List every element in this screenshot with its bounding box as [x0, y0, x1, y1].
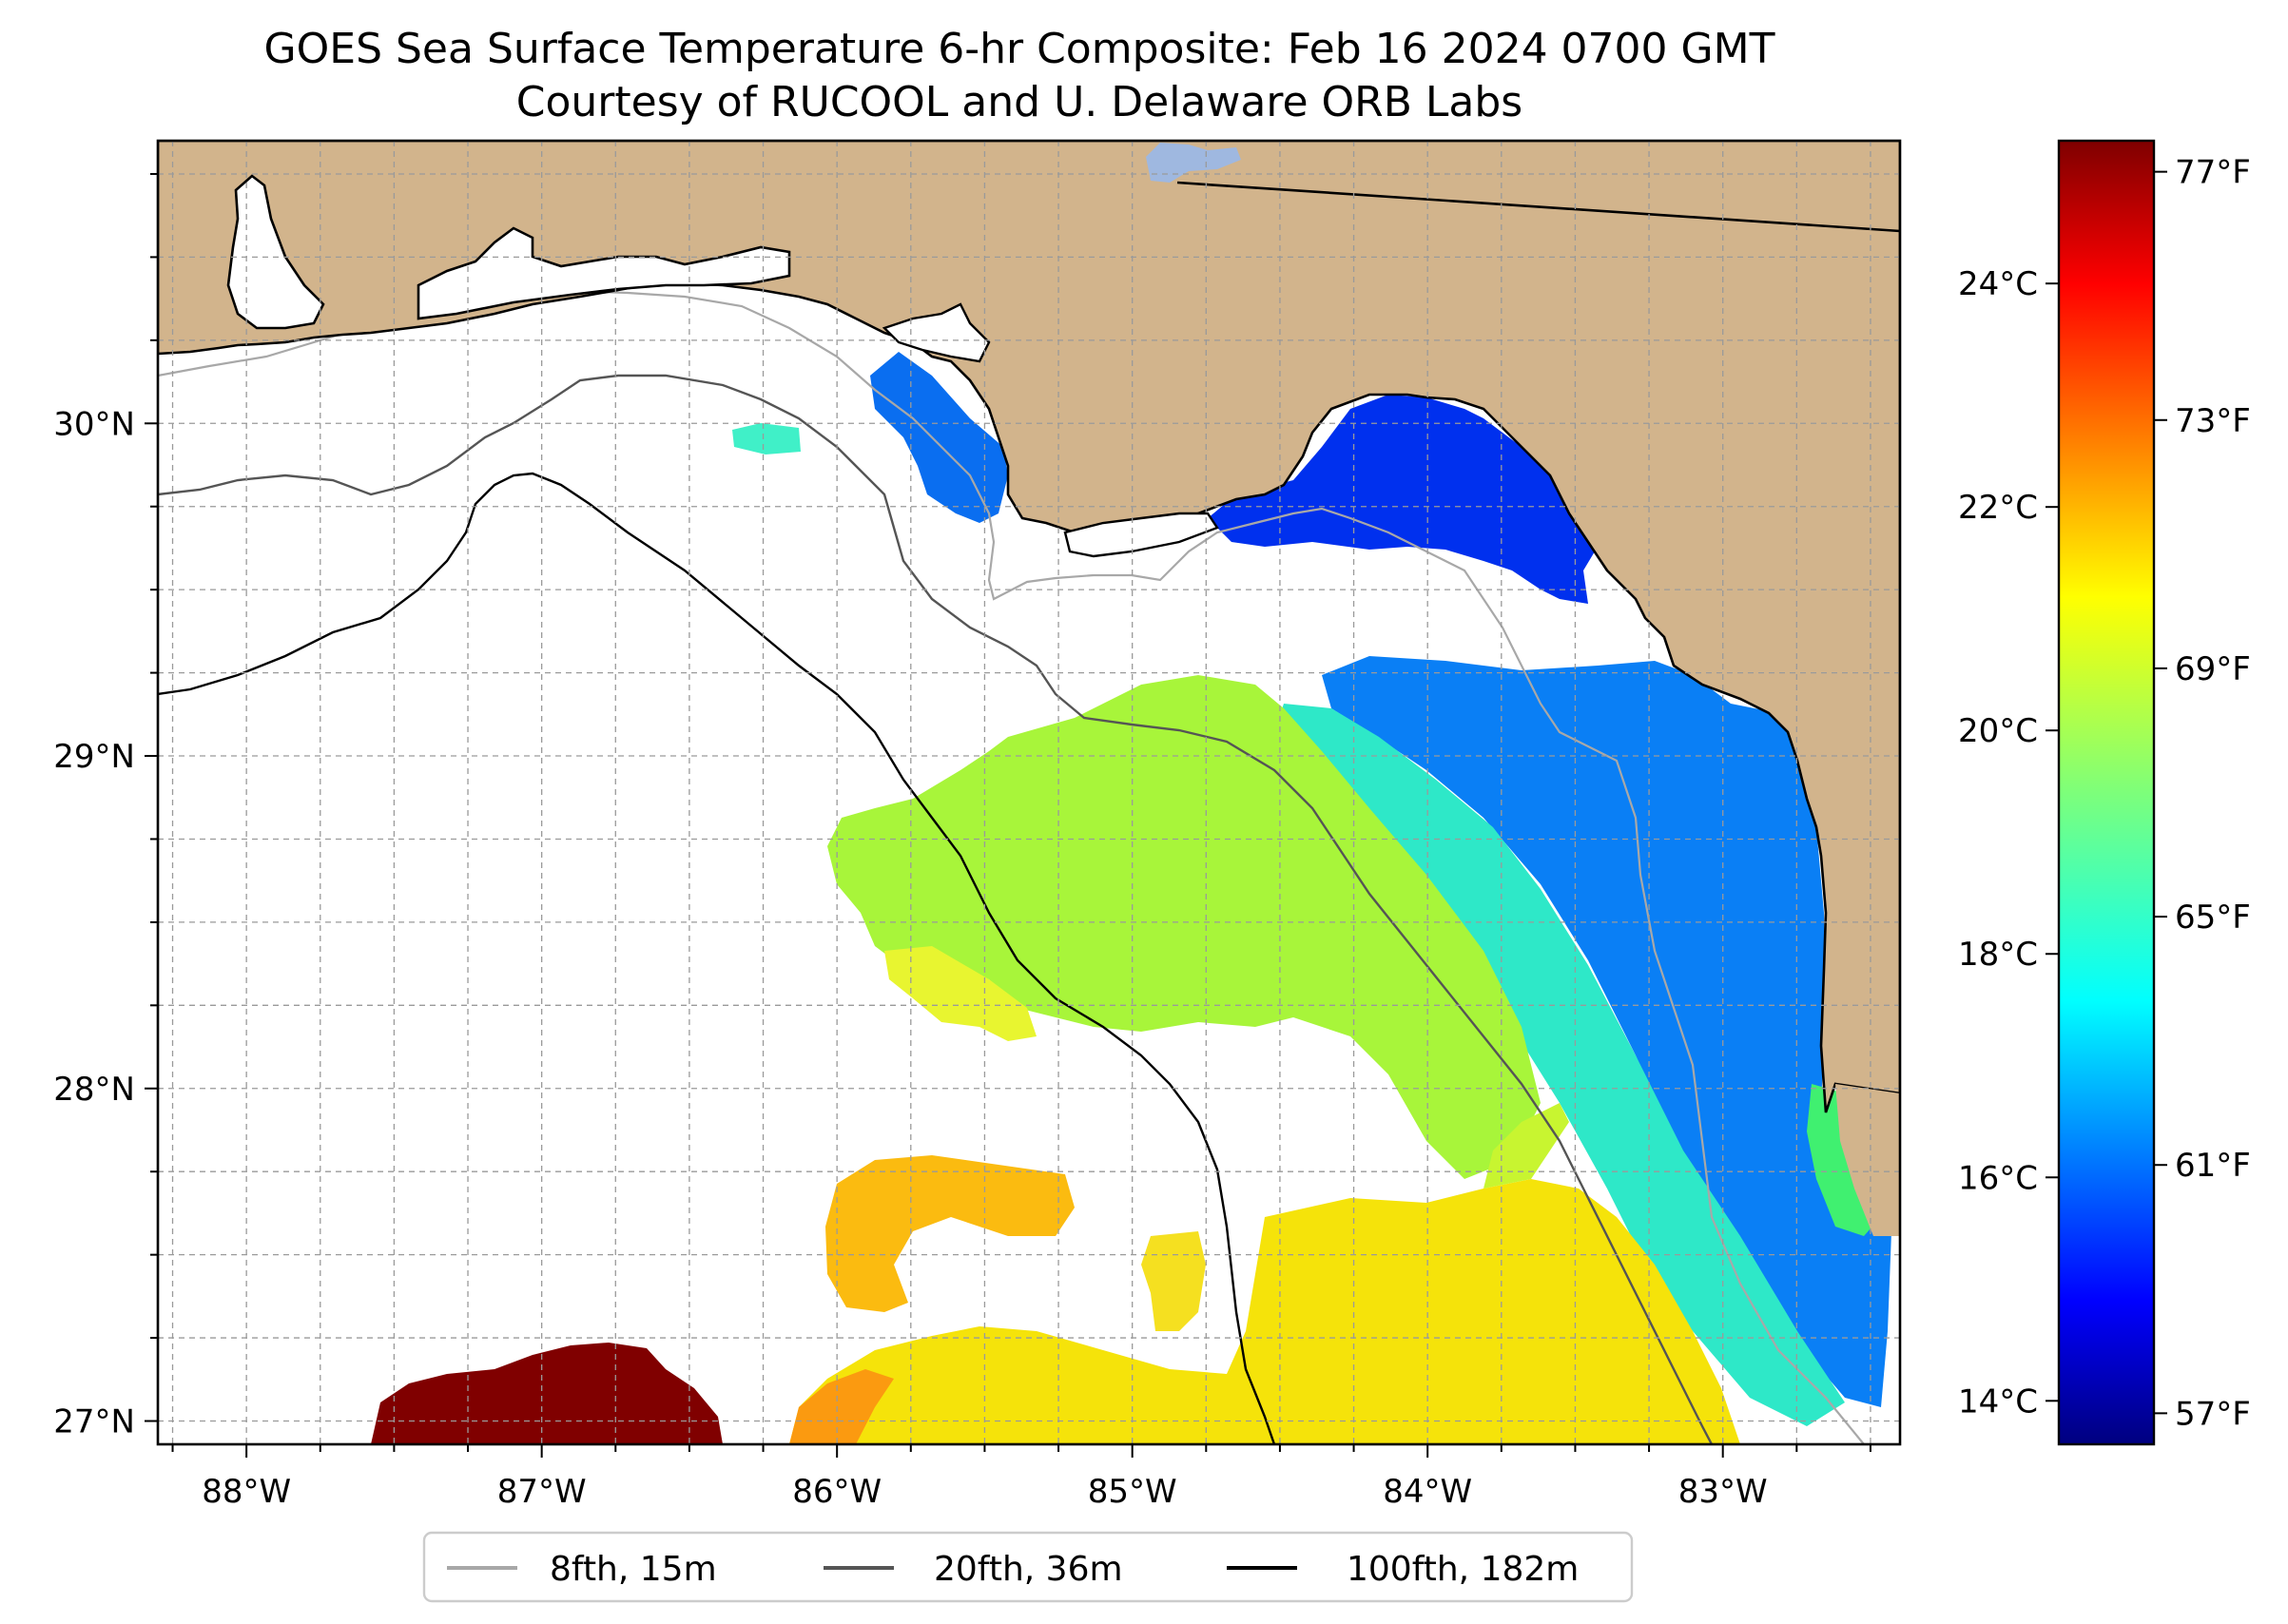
- celsius-tick-label: 18°C: [1958, 936, 2038, 974]
- sst-patches: [371, 352, 1897, 1444]
- map-area: [158, 141, 1900, 1444]
- land-mobile-bay-water: [226, 174, 325, 330]
- legend-label-100fth: 100fth, 182m: [1347, 1550, 1579, 1589]
- legend-label-20fth: 20fth, 36m: [934, 1550, 1123, 1589]
- land-areas: [158, 141, 1900, 1236]
- map-axis-ticks: 88°W 87°W 86°W 85°W 84°W 83°W 30°N 29°N 28°N 27°N: [53, 172, 1871, 1511]
- sst-patch-yellow-small: [1141, 1231, 1206, 1331]
- lake: [1146, 143, 1241, 183]
- sst-patch-small-aqua: [732, 423, 801, 454]
- sst-patch-apalachicola: [870, 352, 1008, 523]
- lat-tick-label: 28°N: [53, 1071, 135, 1109]
- sst-patch-orange-mid: [825, 1155, 1075, 1312]
- gridlines: [158, 141, 1900, 1444]
- legend-box: [422, 1531, 1634, 1603]
- sst-patch-southern-yellow: [789, 1179, 1740, 1444]
- legend-label-8fth: 8fth, 15m: [550, 1550, 717, 1589]
- celsius-tick-label: 20°C: [1958, 712, 2038, 750]
- fahrenheit-tick-label: 77°F: [2175, 154, 2251, 192]
- sst-patch-north-blue: [1208, 395, 1598, 604]
- fahrenheit-tick-label: 61°F: [2175, 1147, 2251, 1185]
- fahrenheit-tick-label: 65°F: [2175, 899, 2251, 937]
- celsius-tick-label: 22°C: [1958, 489, 2038, 527]
- colorbar: 24°C 22°C 20°C 18°C 16°C 14°C 77°F 73°F 69°F 65°F…: [1958, 139, 2251, 1446]
- lon-tick-label: 84°W: [1383, 1473, 1472, 1511]
- fahrenheit-tick-label: 57°F: [2175, 1395, 2251, 1433]
- lon-tick-label: 85°W: [1088, 1473, 1177, 1511]
- sst-patch-eastern-blue: [1322, 656, 1892, 1407]
- colorbar-ticks: 24°C 22°C 20°C 18°C 16°C 14°C 77°F 73°F 69°F 65°F…: [1958, 154, 2251, 1434]
- fahrenheit-tick-label: 73°F: [2175, 402, 2251, 440]
- lon-tick-label: 87°W: [497, 1473, 587, 1511]
- legend: 8fth, 15m 20fth, 36m 100fth, 182m: [422, 1531, 1634, 1603]
- sst-patch-green-central: [827, 675, 1541, 1179]
- lon-tick-label: 88°W: [202, 1473, 291, 1511]
- lat-tick-label: 27°N: [53, 1403, 135, 1441]
- land-choctawhatchee-water: [882, 302, 991, 363]
- sst-patch-hot-anomaly: [371, 1343, 723, 1444]
- celsius-tick-label: 16°C: [1958, 1159, 2038, 1197]
- colorbar-gradient: [2057, 139, 2156, 1446]
- sst-patch-southern-orange: [789, 1369, 894, 1444]
- land-southwest-florida: [1835, 1084, 1900, 1236]
- state-border-line: [1176, 181, 1900, 233]
- isobath-100fth-line: [158, 472, 1276, 1444]
- lon-tick-label: 86°W: [792, 1473, 882, 1511]
- map-subtitle: Courtesy of RUCOOL and U. Delaware ORB L…: [516, 78, 1522, 126]
- map-title: GOES Sea Surface Temperature 6-hr Compos…: [264, 25, 1775, 73]
- land-apalachee-bay-water: [1063, 512, 1219, 558]
- isobath-20fth-line: [158, 374, 1714, 1444]
- sst-patch-yellow-west: [884, 946, 1037, 1041]
- lat-tick-label: 29°N: [53, 738, 135, 776]
- celsius-tick-label: 24°C: [1958, 265, 2038, 303]
- fahrenheit-tick-label: 69°F: [2175, 650, 2251, 688]
- celsius-tick-label: 14°C: [1958, 1382, 2038, 1421]
- lat-tick-label: 30°N: [53, 405, 135, 443]
- lon-tick-label: 83°W: [1678, 1473, 1768, 1511]
- map-frame: [156, 139, 1902, 1446]
